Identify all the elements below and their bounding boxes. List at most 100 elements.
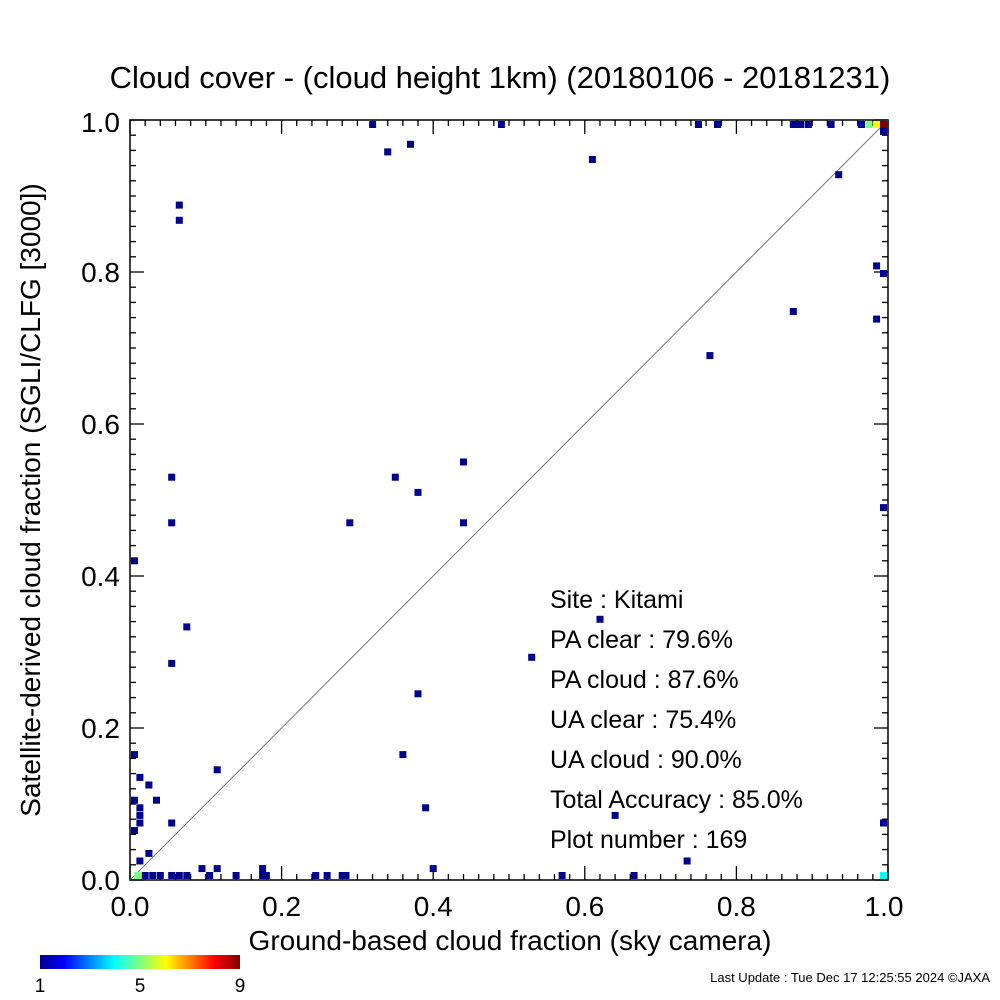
data-point [497, 121, 505, 128]
data-point [183, 872, 191, 879]
data-point [528, 653, 536, 661]
y-tick-label: 0.8 [81, 257, 120, 288]
data-point [141, 872, 149, 879]
data-point [880, 504, 887, 512]
data-point [168, 659, 176, 667]
one-to-one-line [129, 119, 889, 881]
data-point [198, 865, 206, 873]
chart-title: Cloud cover - (cloud height 1km) (201801… [110, 60, 891, 95]
data-point [880, 121, 887, 128]
data-points [131, 121, 887, 879]
data-point [168, 519, 176, 527]
data-point [873, 121, 881, 128]
data-point [407, 140, 414, 148]
data-point [460, 458, 467, 466]
x-axis-label: Ground-based cloud fraction (sky camera) [249, 925, 772, 956]
y-tick-label: 1.0 [81, 107, 120, 138]
colorbar [40, 955, 240, 969]
data-point [131, 796, 138, 804]
y-tick-label: 0.6 [81, 409, 120, 440]
data-point [175, 216, 183, 224]
colorbar-mid-label: 5 [135, 976, 146, 997]
data-point [149, 872, 157, 879]
x-tick-label: 0.4 [414, 891, 453, 922]
data-point [131, 751, 138, 759]
data-point [588, 156, 596, 163]
data-point [145, 781, 153, 789]
last-update-text: Last Update : Tue Dec 17 12:25:55 2024 ©… [710, 970, 990, 985]
data-point [312, 872, 320, 879]
data-point [342, 872, 350, 879]
data-point [134, 872, 142, 879]
data-point [262, 872, 270, 879]
data-point [168, 872, 176, 879]
data-point [136, 811, 144, 819]
data-point [145, 849, 153, 857]
data-point [136, 804, 144, 812]
data-point [414, 690, 422, 698]
x-tick-label: 0.8 [717, 891, 756, 922]
data-point [880, 872, 887, 879]
data-point [168, 473, 176, 481]
data-point [714, 121, 721, 128]
data-point [213, 865, 221, 873]
data-point [835, 171, 843, 179]
data-point [797, 121, 805, 128]
data-point [391, 473, 399, 481]
data-point [683, 857, 691, 865]
data-point [804, 121, 812, 128]
y-tick-label: 0.0 [81, 865, 120, 896]
data-point [175, 201, 183, 209]
pa-cloud-stat: PA cloud : 87.6% [550, 666, 739, 694]
data-point [384, 148, 392, 156]
x-tick-label: 1.0 [865, 891, 904, 922]
data-point [175, 872, 183, 879]
data-point [422, 804, 430, 812]
data-point [399, 751, 407, 759]
data-point [789, 121, 797, 128]
data-point [338, 872, 346, 879]
data-point [429, 865, 437, 873]
data-point [156, 872, 164, 879]
x-tick-label: 0.0 [111, 891, 150, 922]
data-point [259, 872, 267, 879]
colorbar-max-label: 9 [235, 976, 246, 997]
data-point [706, 352, 714, 360]
data-point [880, 127, 887, 135]
data-point [880, 270, 887, 277]
data-point [558, 872, 566, 879]
data-point [206, 872, 214, 879]
data-point [213, 766, 221, 774]
data-point [695, 121, 702, 128]
y-tick-label: 0.2 [81, 713, 120, 744]
x-tick-label: 0.2 [262, 891, 301, 922]
data-point [873, 315, 881, 323]
data-point [131, 827, 138, 835]
x-tick-label: 0.6 [565, 891, 604, 922]
data-point [323, 872, 331, 879]
ua-clear-stat: UA clear : 75.4% [550, 706, 736, 734]
data-point [183, 623, 191, 631]
data-point [136, 773, 144, 781]
data-point [793, 121, 801, 128]
data-point [168, 819, 176, 827]
data-point [136, 857, 144, 865]
colorbar-min-label: 1 [35, 976, 46, 997]
data-point [460, 519, 467, 527]
data-point [827, 121, 835, 128]
y-axis-label: Satellite-derived cloud fraction (SGLI/C… [15, 183, 46, 816]
data-point [346, 519, 354, 527]
data-point [865, 121, 873, 128]
tick-marks [129, 119, 889, 881]
data-point [858, 121, 865, 128]
data-point [873, 262, 881, 270]
data-point [232, 872, 240, 879]
pa-clear-stat: PA clear : 79.6% [550, 626, 733, 654]
data-point [414, 488, 422, 496]
y-tick-label: 0.4 [81, 561, 120, 592]
data-point [630, 872, 638, 879]
data-point [369, 121, 377, 128]
data-point [136, 819, 144, 827]
data-point [880, 819, 887, 827]
